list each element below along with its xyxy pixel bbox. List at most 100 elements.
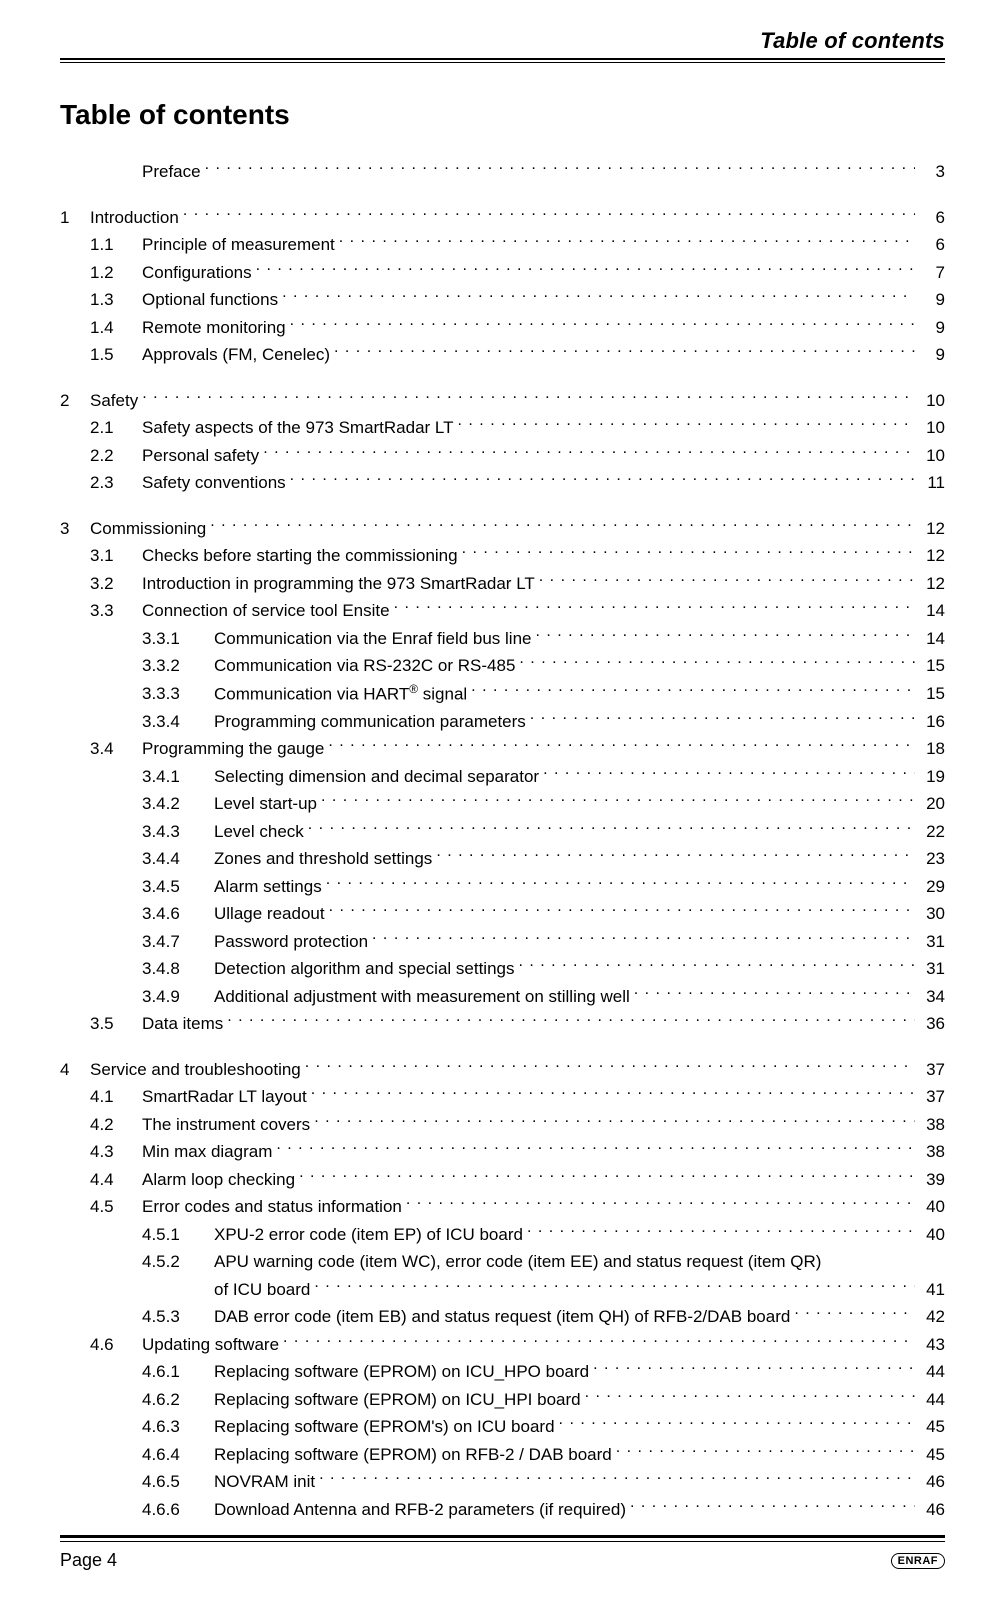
toc-entry-number: 3.3.2 (142, 653, 214, 679)
toc-entry-page: 34 (919, 984, 945, 1010)
dot-leader (328, 737, 915, 754)
dot-leader (256, 261, 915, 278)
dot-leader (142, 389, 915, 406)
toc-entry-label: Selecting dimension and decimal separato… (214, 764, 539, 790)
dot-leader (539, 572, 915, 589)
toc-entry: 3.4.5Alarm settings29 (60, 874, 945, 900)
toc-entry-label: Safety aspects of the 973 SmartRadar LT (142, 415, 454, 441)
toc-entry: 4Service and troubleshooting37 (60, 1057, 945, 1083)
dot-leader (536, 627, 916, 644)
toc-entry: of ICU board41 (60, 1277, 945, 1303)
toc-entry-label: XPU-2 error code (item EP) of ICU board (214, 1222, 523, 1248)
toc-entry-page: 45 (919, 1442, 945, 1468)
toc-entry-label: Detection algorithm and special settings (214, 956, 515, 982)
toc-entry-page: 45 (919, 1414, 945, 1440)
dot-leader (205, 160, 915, 177)
toc-entry-number: 2.1 (90, 415, 142, 441)
toc-entry: 4.1SmartRadar LT layout37 (60, 1084, 945, 1110)
toc-entry-label: Checks before starting the commissioning (142, 543, 458, 569)
toc-entry-label: Additional adjustment with measurement o… (214, 984, 630, 1010)
toc-entry-page: 3 (919, 159, 945, 185)
toc-entry: 3.4.4Zones and threshold settings23 (60, 846, 945, 872)
toc-entry-number: 3.4.7 (142, 929, 214, 955)
toc-entry-page: 31 (919, 956, 945, 982)
toc-entry-page: 37 (919, 1057, 945, 1083)
toc-entry: 4.6.3Replacing software (EPROM's) on ICU… (60, 1414, 945, 1440)
toc-entry: 3.4Programming the gauge18 (60, 736, 945, 762)
toc-entry-number: 4.5.2 (142, 1249, 214, 1275)
dot-leader (436, 847, 915, 864)
toc-entry-number: 4.5 (90, 1194, 142, 1220)
dot-leader (471, 682, 915, 699)
toc-entry-page: 46 (919, 1497, 945, 1523)
toc-entry: 1.5Approvals (FM, Cenelec)9 (60, 342, 945, 368)
dot-leader (276, 1140, 915, 1157)
toc-entry-number: 3.4 (90, 736, 142, 762)
toc-entry-number: 4.4 (90, 1167, 142, 1193)
toc-entry-label: Programming the gauge (142, 736, 324, 762)
toc-entry: 4.2The instrument covers38 (60, 1112, 945, 1138)
toc-entry-label: Updating software (142, 1332, 279, 1358)
dot-leader (329, 902, 915, 919)
toc-entry-page: 40 (919, 1222, 945, 1248)
toc-entry-label: Communication via the Enraf field bus li… (214, 626, 532, 652)
toc-entry-number: 3.4.3 (142, 819, 214, 845)
toc-entry-page: 9 (919, 342, 945, 368)
toc-entry-label: Optional functions (142, 287, 278, 313)
table-of-contents: Preface31Introduction61.1Principle of me… (60, 159, 945, 1522)
toc-entry-number: 3.4.5 (142, 874, 214, 900)
toc-entry-label: Replacing software (EPROM) on ICU_HPO bo… (214, 1359, 589, 1385)
toc-entry: 3.5Data items36 (60, 1011, 945, 1037)
toc-entry-page: 43 (919, 1332, 945, 1358)
toc-entry-number: 4.6.5 (142, 1469, 214, 1495)
toc-entry-page: 6 (919, 205, 945, 231)
toc-entry: 3.3.4Programming communication parameter… (60, 709, 945, 735)
toc-entry-label: Communication via HART® signal (214, 681, 467, 707)
toc-entry-page: 10 (919, 415, 945, 441)
toc-entry-number: 4.5.1 (142, 1222, 214, 1248)
toc-entry-page: 12 (919, 543, 945, 569)
toc-entry: 4.6.1Replacing software (EPROM) on ICU_H… (60, 1359, 945, 1385)
toc-entry: 3Commissioning12 (60, 516, 945, 542)
toc-entry-label: Principle of measurement (142, 232, 335, 258)
toc-entry-label: Connection of service tool Ensite (142, 598, 390, 624)
toc-entry: 4.5.3DAB error code (item EB) and status… (60, 1304, 945, 1330)
dot-leader (559, 1415, 915, 1432)
toc-entry: 4.6Updating software43 (60, 1332, 945, 1358)
toc-entry-number: 3.4.1 (142, 764, 214, 790)
toc-entry-number: 4.2 (90, 1112, 142, 1138)
dot-leader (543, 765, 915, 782)
toc-entry-number: 3.4.9 (142, 984, 214, 1010)
toc-entry-label: Replacing software (EPROM) on RFB-2 / DA… (214, 1442, 612, 1468)
toc-section-gap (60, 370, 945, 388)
toc-entry: 2.3Safety conventions11 (60, 470, 945, 496)
dot-leader (593, 1360, 915, 1377)
toc-entry: 3.3Connection of service tool Ensite14 (60, 598, 945, 624)
toc-entry-label: Service and troubleshooting (90, 1057, 301, 1083)
toc-entry-label: Introduction in programming the 973 Smar… (142, 571, 535, 597)
toc-entry-page: 15 (919, 681, 945, 707)
toc-entry-number: 2.3 (90, 470, 142, 496)
toc-entry: 3.4.9Additional adjustment with measurem… (60, 984, 945, 1010)
dot-leader (339, 233, 915, 250)
toc-entry-number: 3.3.4 (142, 709, 214, 735)
dot-leader (334, 343, 915, 360)
toc-entry-number: 3.4.4 (142, 846, 214, 872)
toc-entry-label: Replacing software (EPROM) on ICU_HPI bo… (214, 1387, 581, 1413)
toc-entry-page: 30 (919, 901, 945, 927)
toc-entry-label: Safety conventions (142, 470, 286, 496)
dot-leader (458, 416, 915, 433)
toc-entry-number: 3.3 (90, 598, 142, 624)
toc-entry-page: 42 (919, 1304, 945, 1330)
toc-entry-label: Commissioning (90, 516, 206, 542)
toc-entry-number: 4.6.4 (142, 1442, 214, 1468)
toc-entry: 3.4.1Selecting dimension and decimal sep… (60, 764, 945, 790)
toc-entry-number: 2.2 (90, 443, 142, 469)
toc-entry-page: 44 (919, 1359, 945, 1385)
toc-entry: 3.4.6Ullage readout30 (60, 901, 945, 927)
toc-entry-number: 3.1 (90, 543, 142, 569)
toc-entry: 1.3Optional functions9 (60, 287, 945, 313)
toc-entry-page: 22 (919, 819, 945, 845)
toc-entry-label: Personal safety (142, 443, 259, 469)
toc-entry: 4.5Error codes and status information40 (60, 1194, 945, 1220)
